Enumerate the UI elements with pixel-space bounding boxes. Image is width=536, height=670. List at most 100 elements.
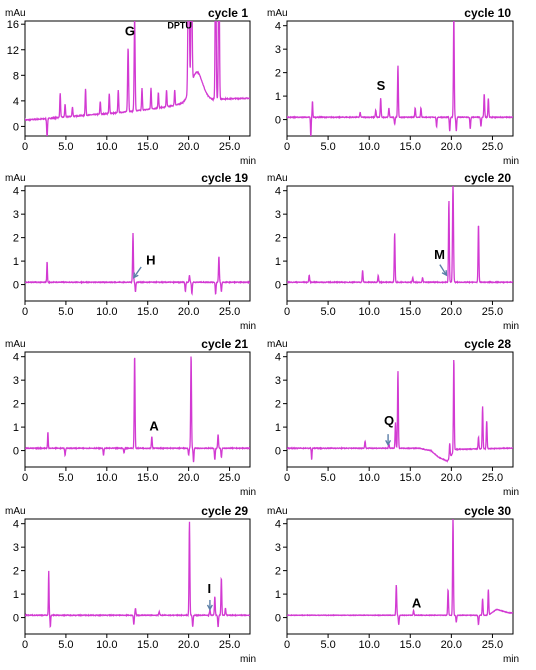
plot-frame	[24, 20, 251, 137]
y-tick-label: 0	[13, 446, 19, 458]
plot-frame	[286, 518, 514, 635]
y-tick-label: 0	[275, 613, 281, 625]
peak-label: H	[146, 253, 155, 268]
y-tick-label: 3	[275, 44, 281, 56]
chart-panel-7: 0 5.0 10.0 15.0 20.0 25.0 0 1 2 3 4 mAu min cycle 29 I	[5, 504, 256, 665]
peak-label: Q	[384, 413, 394, 428]
y-tick-label: 0	[13, 121, 19, 133]
y-axis-label: mAu	[267, 339, 288, 350]
peak-label: A	[149, 419, 159, 434]
x-tick-label: 10.0	[358, 639, 379, 651]
y-tick-label: 1	[275, 589, 281, 601]
y-tick-label: 0	[275, 446, 281, 458]
plot-frame	[24, 518, 251, 635]
x-tick-label: 0	[284, 306, 290, 318]
panel-title: cycle 20	[464, 171, 511, 185]
x-tick-label: 10.0	[96, 472, 117, 484]
y-axis-label: mAu	[5, 173, 26, 184]
x-tick-label: 0	[22, 306, 28, 318]
y-tick-label: 2	[13, 233, 19, 245]
x-tick-label: 10.0	[358, 306, 379, 318]
x-tick-label: 20.0	[441, 639, 462, 651]
x-tick-label: 0	[22, 141, 28, 153]
x-tick-label: 20.0	[178, 472, 199, 484]
x-tick-label: 20.0	[441, 141, 462, 153]
y-tick-label: 4	[13, 519, 19, 531]
x-axis-label: min	[503, 156, 519, 167]
x-tick-label: 25.0	[219, 141, 240, 153]
y-axis-label: mAu	[267, 173, 288, 184]
y-tick-label: 4	[13, 186, 19, 198]
chromatogram-trace	[25, 356, 250, 463]
x-axis-label: min	[240, 487, 256, 498]
y-axis-label: mAu	[5, 8, 26, 19]
panel-title: cycle 10	[464, 6, 511, 20]
chromatogram-trace	[287, 519, 513, 626]
x-tick-label: 10.0	[96, 141, 117, 153]
x-tick-label: 10.0	[358, 472, 379, 484]
x-tick-label: 5.0	[320, 472, 335, 484]
chromatogram-trace	[25, 521, 250, 629]
annotation-arrowhead	[206, 604, 213, 611]
x-tick-label: 0	[284, 472, 290, 484]
y-tick-label: 4	[13, 352, 19, 364]
x-tick-label: 5.0	[58, 306, 73, 318]
plot-frame	[286, 185, 514, 302]
y-tick-label: 3	[13, 375, 19, 387]
chart-panel-4: 0 5.0 10.0 15.0 20.0 25.0 0 1 2 3 4 mAu min cycle 20 M	[267, 171, 519, 332]
x-tick-label: 10.0	[96, 639, 117, 651]
x-axis-label: min	[240, 654, 256, 665]
x-tick-label: 15.0	[137, 141, 158, 153]
y-tick-label: 4	[275, 21, 281, 33]
y-tick-label: 4	[13, 96, 19, 108]
plot-frame	[286, 20, 514, 137]
x-tick-label: 5.0	[320, 141, 335, 153]
x-tick-label: 20.0	[178, 306, 199, 318]
x-tick-label: 15.0	[400, 472, 421, 484]
plot-frame	[24, 185, 251, 302]
chart-panel-6: 0 5.0 10.0 15.0 20.0 25.0 0 1 2 3 4 mAu min cycle 28 Q	[267, 337, 519, 498]
x-tick-label: 5.0	[320, 639, 335, 651]
x-tick-label: 20.0	[441, 306, 462, 318]
y-tick-label: 0	[13, 280, 19, 292]
y-tick-label: 3	[275, 542, 281, 554]
peak-label: I	[207, 581, 211, 596]
x-tick-label: 25.0	[219, 472, 240, 484]
chromatogram-trace	[25, 232, 250, 296]
y-tick-label: 3	[275, 375, 281, 387]
chromatogram-trace	[287, 186, 513, 285]
y-tick-label: 4	[275, 186, 281, 198]
x-tick-label: 0	[284, 639, 290, 651]
annotation-arrowhead	[132, 272, 139, 279]
x-tick-label: 5.0	[58, 639, 73, 651]
x-axis-label: min	[503, 654, 519, 665]
y-tick-label: 4	[275, 519, 281, 531]
panel-title: cycle 29	[201, 504, 248, 518]
x-tick-label: 15.0	[400, 306, 421, 318]
y-tick-label: 0	[275, 115, 281, 127]
x-tick-label: 20.0	[441, 472, 462, 484]
y-tick-label: 2	[275, 399, 281, 411]
x-tick-label: 5.0	[320, 306, 335, 318]
y-tick-label: 3	[275, 209, 281, 221]
panel-title: cycle 1	[208, 6, 248, 20]
x-tick-label: 5.0	[58, 472, 73, 484]
x-tick-label: 25.0	[482, 306, 503, 318]
y-axis-label: mAu	[5, 339, 26, 350]
y-tick-label: 1	[13, 589, 19, 601]
y-tick-label: 16	[7, 19, 19, 31]
panel-title: cycle 30	[464, 504, 511, 518]
x-axis-label: min	[503, 487, 519, 498]
x-tick-label: 10.0	[96, 306, 117, 318]
y-tick-label: 4	[275, 352, 281, 364]
x-tick-label: 15.0	[400, 141, 421, 153]
y-tick-label: 2	[275, 566, 281, 578]
y-tick-label: 1	[13, 256, 19, 268]
x-tick-label: 25.0	[219, 639, 240, 651]
x-tick-label: 10.0	[358, 141, 379, 153]
x-tick-label: 5.0	[58, 141, 73, 153]
panel-title: cycle 19	[201, 171, 248, 185]
x-tick-label: 20.0	[178, 639, 199, 651]
x-tick-label: 0	[22, 472, 28, 484]
